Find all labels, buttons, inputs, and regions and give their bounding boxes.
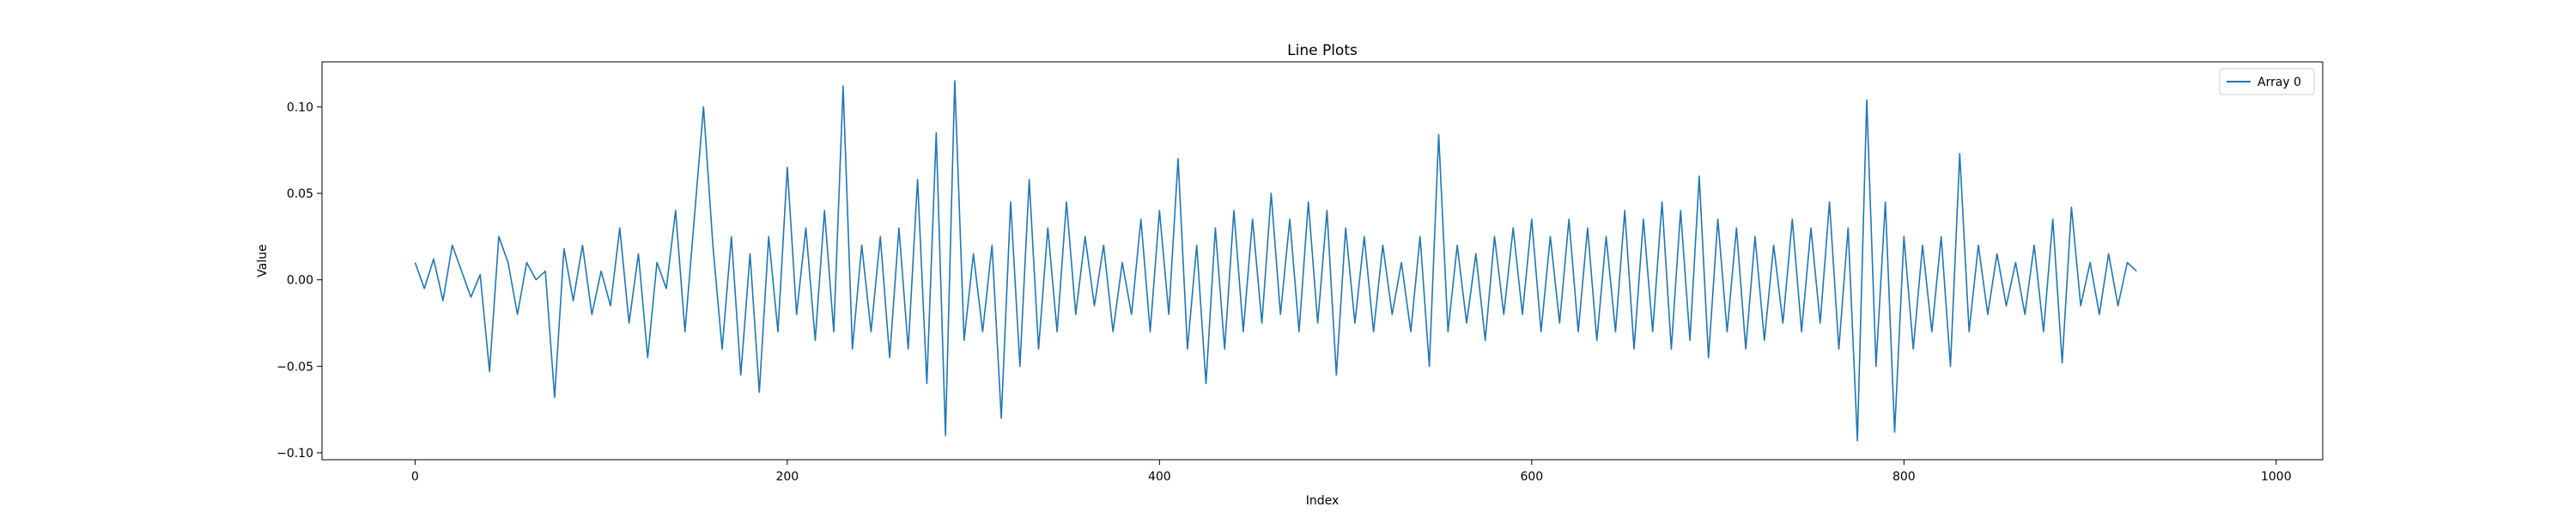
chart-title: Line Plots: [1287, 42, 1358, 59]
y-tick-label: −0.10: [276, 447, 313, 461]
x-axis: 0 200 400 600 800 1000: [411, 460, 2292, 484]
x-tick-label: 400: [1148, 470, 1171, 484]
plot-frame: [321, 61, 2324, 461]
x-tick-label: 0: [411, 470, 419, 484]
y-axis-label: Value: [256, 244, 270, 277]
y-tick-label: 0.00: [287, 274, 313, 288]
legend-label-array-0: Array 0: [2257, 76, 2301, 89]
x-tick-label: 1000: [2261, 470, 2292, 484]
y-tick-label: 0.05: [287, 187, 313, 201]
x-tick-label: 200: [775, 470, 799, 484]
series-line-array-0: [414, 80, 2137, 442]
x-axis-label: Index: [1306, 494, 1340, 508]
y-axis: −0.10 −0.05 0.00 0.05 0.10: [276, 101, 322, 461]
y-tick-label: 0.10: [287, 101, 313, 114]
plot-area: [321, 61, 2324, 461]
legend: Array 0: [2219, 68, 2315, 95]
x-tick-label: 600: [1520, 470, 1543, 484]
y-tick-label: −0.05: [276, 360, 313, 374]
x-tick-label: 800: [1893, 470, 1916, 484]
legend-box: [2219, 68, 2315, 95]
